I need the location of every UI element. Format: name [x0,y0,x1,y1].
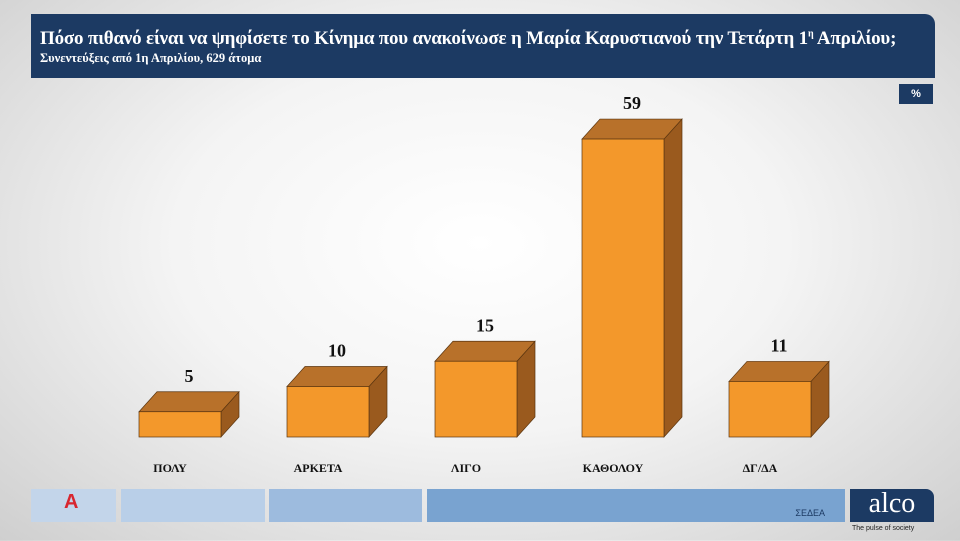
data-label: 11 [770,335,787,355]
bar-side [663,118,683,438]
footer-strip [269,489,422,522]
alpha-logo: A [31,489,116,522]
alco-logo: alco [850,489,934,522]
bar [434,360,518,438]
unit-badge: % [899,84,933,104]
bar-top [138,391,240,413]
bar-top [434,340,536,362]
footer-strip: ΣΕΔΕΑ [427,489,845,522]
category-label: ΠΟΛΥ [153,461,187,475]
category-label: ΚΑΘΟΛΟΥ [583,461,644,475]
data-label: 15 [476,315,494,335]
alco-tagline: The pulse of society [852,525,915,532]
data-label: 5 [185,366,194,386]
category-label: ΔΓ/ΔΑ [743,461,778,475]
bar-top [581,118,683,140]
bar [286,386,370,438]
chart-title: Πόσο πιθανό είναι να ψηφίσετε το Κίνημα … [40,28,897,49]
chart-subtitle: Συνεντεύξεις από 1η Απριλίου, 629 άτομα [40,51,262,65]
bar [728,381,812,438]
bar-top [286,366,388,387]
bar-top [728,361,830,382]
category-label: ΛΙΓΟ [451,461,481,475]
bar [138,411,222,438]
data-label: 59 [623,93,641,113]
bar [581,138,665,438]
category-label: ΑΡΚΕΤΑ [294,461,343,475]
data-label: 10 [328,341,346,361]
footer-strip [121,489,265,522]
chart-header: Πόσο πιθανό είναι να ψηφίσετε το Κίνημα … [31,14,935,78]
sedea-logo: ΣΕΔΕΑ [795,508,825,518]
